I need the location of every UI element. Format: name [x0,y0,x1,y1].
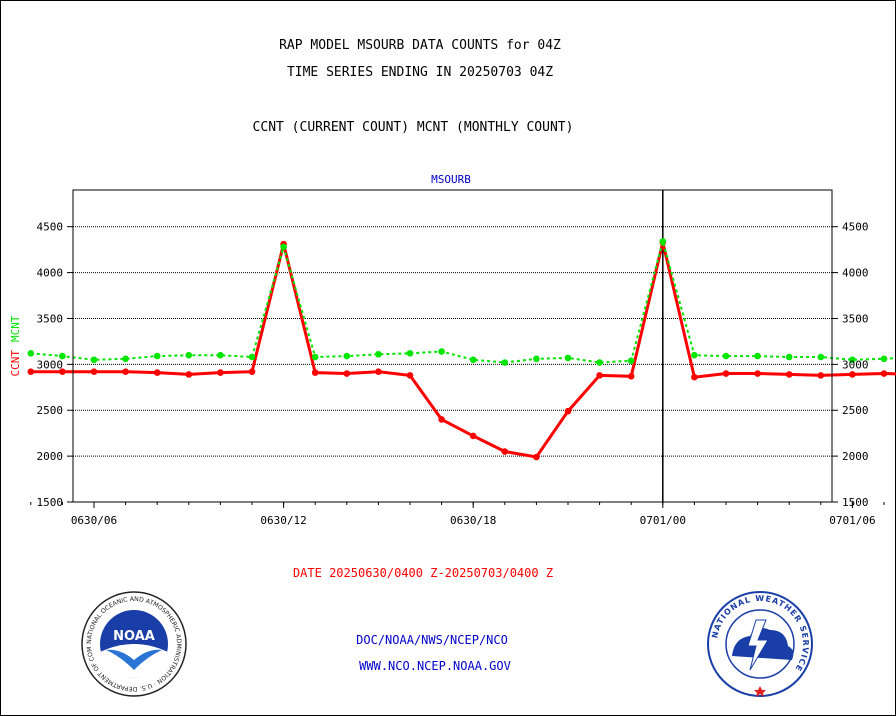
grid-lines [73,190,832,502]
y-axis-label-ccnt: CCNT [9,350,22,377]
data-point-mcnt [311,353,319,361]
data-point-ccnt [153,369,161,376]
data-point-mcnt [185,351,193,359]
y-axis-label-text: CCNT MCNT [9,315,22,376]
data-point-mcnt [122,355,129,363]
data-point-ccnt [722,370,730,377]
data-point-ccnt [880,370,888,377]
data-point-ccnt [311,369,319,376]
data-point-mcnt [627,357,635,364]
data-point-ccnt [691,373,698,381]
y-tick-label-right-2500: 2500 [842,404,869,417]
data-point-mcnt [343,352,351,360]
data-point-mcnt [375,350,382,358]
data-point-mcnt [785,353,793,361]
data-point-mcnt [880,355,888,363]
data-point-ccnt [754,370,761,377]
data-point-mcnt [90,356,98,364]
y-tick-label-left-4000: 4000 [37,267,64,280]
data-point-ccnt [817,372,825,379]
y-tick-label-left-3000: 3000 [37,358,64,371]
x-tick-label: 0630/06 [71,514,117,527]
x-tick-label: 0630/18 [450,514,496,527]
data-point-ccnt [59,368,66,375]
x-tick-label: 0701/06 [829,514,875,527]
noaa-logo: NATIONAL OCEANIC AND ATMOSPHERIC ADMINIS… [80,590,187,697]
y-tick-label-left-2000: 2000 [37,450,64,463]
data-point-mcnt [691,351,698,359]
data-point-ccnt [564,407,572,415]
y-tick-label-right-3500: 3500 [842,312,869,325]
data-point-mcnt [501,359,509,366]
y-tick-label-right-4000: 4000 [842,267,869,280]
x-tick-label: 0701/00 [640,514,686,527]
data-point-ccnt [627,372,635,380]
data-point-ccnt [438,416,445,423]
data-point-ccnt [343,370,351,377]
data-point-ccnt [469,432,477,440]
data-point-ccnt [849,371,856,378]
chart-title-line-3: CCNT (CURRENT COUNT) MCNT (MONTHLY COUNT… [252,120,574,135]
data-point-ccnt [785,371,793,378]
x-tick-label: 0630/12 [260,514,306,527]
y-axis-label-mcnt: MCNT [9,315,22,342]
series-line-ccnt [30,241,896,459]
data-point-ccnt [375,368,382,375]
data-point-mcnt [438,348,445,355]
data-point-mcnt [564,354,572,362]
data-point-mcnt [406,350,414,357]
y-tick-label-left-1500: 1500 [37,496,64,509]
data-point-mcnt [59,352,66,360]
data-point-mcnt [722,352,730,360]
data-point-mcnt [596,359,603,366]
y-tick-label-right-1500: 1500 [842,496,869,509]
nws-logo: NATIONAL WEATHER SERVICE [707,591,813,697]
series-line-mcnt [30,237,896,364]
y-axis-label: CCNT MCNT [9,315,22,376]
data-point-ccnt [217,369,224,376]
data-point-ccnt [27,368,35,375]
data-point-mcnt [754,352,761,360]
data-point-ccnt [122,368,129,375]
y-tick-label-right-2000: 2000 [842,450,869,463]
data-point-mcnt [153,352,161,360]
org-path-label: DOC/NOAA/NWS/NCEP/NCO [356,633,508,647]
data-point-ccnt [248,368,256,375]
y-tick-label-left-2500: 2500 [37,404,64,417]
chart-title-line-2: TIME SERIES ENDING IN 20250703 04Z [286,65,554,80]
data-point-ccnt [185,371,193,378]
data-point-mcnt [469,356,477,364]
data-point-mcnt [217,351,224,359]
data-point-ccnt [501,448,509,455]
series-layer [27,237,896,461]
data-point-mcnt [659,238,667,245]
y-tick-label-right-4500: 4500 [842,221,869,234]
date-range-label: DATE 20250630/0400 Z-20250703/0400 Z [292,566,554,580]
plot-title: MSOURB [431,173,471,186]
y-tick-label-left-3500: 3500 [37,312,64,325]
data-point-mcnt [280,243,287,251]
y-tick-label-left-4500: 4500 [37,221,64,234]
data-point-mcnt [27,350,35,357]
data-point-ccnt [533,453,540,461]
plot-border [72,189,833,503]
data-point-ccnt [596,372,603,379]
chart-title-line-1: RAP MODEL MSOURB DATA COUNTS for 04Z [279,38,561,53]
axes: 1500 1500 2000 2000 2500 2500 3000 3000 3500 3500… [30,189,885,527]
data-point-mcnt [817,353,825,361]
data-point-ccnt [90,368,98,375]
y-tick-label-right-3000: 3000 [842,358,869,371]
website-label: WWW.NCO.NCEP.NOAA.GOV [359,659,511,673]
data-point-mcnt [248,353,256,361]
noaa-logo-text: NOAA [113,629,155,644]
data-point-mcnt [849,356,856,364]
data-point-ccnt [406,372,414,379]
data-point-mcnt [533,355,540,363]
